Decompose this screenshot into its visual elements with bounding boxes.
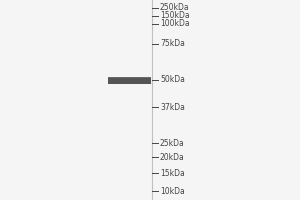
- Text: 250kDa: 250kDa: [160, 3, 190, 12]
- Bar: [108, 76, 151, 78]
- Text: 100kDa: 100kDa: [160, 20, 190, 28]
- Text: 150kDa: 150kDa: [160, 11, 190, 21]
- Bar: [108, 76, 151, 84]
- Text: 10kDa: 10kDa: [160, 186, 185, 196]
- Text: 37kDa: 37kDa: [160, 102, 185, 112]
- Text: 20kDa: 20kDa: [160, 152, 185, 162]
- Text: 50kDa: 50kDa: [160, 75, 185, 84]
- Text: 15kDa: 15kDa: [160, 168, 185, 178]
- Text: 75kDa: 75kDa: [160, 40, 185, 48]
- Text: 25kDa: 25kDa: [160, 138, 185, 148]
